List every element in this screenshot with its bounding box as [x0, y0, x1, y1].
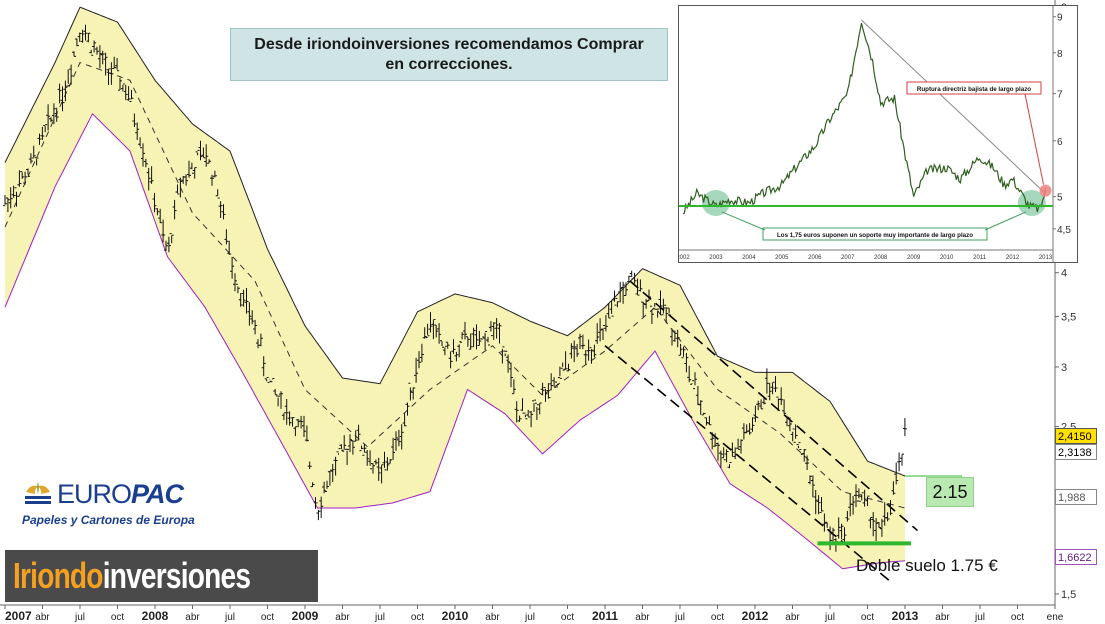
inset-breakout-arrow: [1024, 93, 1044, 185]
x-tick-label: 2008: [142, 609, 169, 623]
inset-x-tick-label: 2010: [940, 255, 954, 261]
x-tick-label: jul: [674, 612, 685, 623]
logo-pac: PAC: [131, 479, 184, 509]
bearish-trendline-1: [629, 280, 919, 532]
europac-logo: EUROPAC Papeles y Cartones de Europa: [22, 478, 222, 530]
recommendation-callout: Desde iriondoinversiones recomendamos Co…: [230, 28, 668, 81]
x-tick-label: jul: [224, 612, 235, 623]
y-tick-label: 4: [1061, 268, 1067, 280]
inset-y-tick-label: 4,5: [1057, 225, 1071, 236]
inset-x-tick-label: 2005: [775, 255, 789, 261]
logo-tagline: Papeles y Cartones de Europa: [22, 513, 195, 527]
y-tick-label: 3,5: [1061, 311, 1076, 323]
x-tick-label: oct: [411, 612, 425, 623]
inset-y-tick-label: 7: [1057, 90, 1063, 101]
y-tick-label: 1,5: [1061, 589, 1076, 601]
x-tick-label: jul: [74, 612, 85, 623]
level-layer: [817, 475, 962, 546]
inset-breakout-annotation: Ruptura directriz bajista de largo plazo: [906, 81, 1044, 185]
inset-y-tick-label: 5: [1057, 193, 1063, 204]
inset-x-tick-label: 2004: [742, 255, 756, 261]
logo-euro: EURO: [57, 479, 132, 509]
x-tick-label: 2009: [292, 609, 319, 623]
inset-x-tick-label: 2013: [1039, 255, 1053, 261]
inset-bearish-trendline: [861, 19, 1046, 194]
europac-wordmark: EUROPAC: [57, 478, 184, 510]
x-tick-label: abr: [635, 612, 650, 623]
inset-x-tick-label: 2002: [679, 255, 690, 261]
inset-x-tick-label: 2008: [874, 255, 888, 261]
inset-x-tick-label: 2006: [808, 255, 822, 261]
last-price-tag: 2,4150: [1055, 428, 1097, 444]
inset-price-line: [682, 22, 1047, 215]
inset-x-tick-label: 2009: [907, 255, 921, 261]
inset-breakout-text: Ruptura directriz bajista de largo plazo: [917, 86, 1031, 93]
brand-wordmark: Iriondoinversiones: [13, 554, 251, 598]
brand-iriondo: Iriondo: [13, 555, 103, 596]
lower-band-line: [4, 112, 906, 570]
price-layer: [3, 24, 907, 552]
y-tick-label: 3: [1061, 362, 1067, 374]
band-fill: [5, 7, 905, 569]
x-tick-label: 2010: [442, 609, 469, 623]
x-tick-label: abr: [185, 612, 200, 623]
inset-x-tick-label: 2003: [709, 255, 723, 261]
x-tick-label: 2007: [5, 609, 32, 623]
inset-y-tick-label: 9: [1057, 13, 1063, 24]
x-tick-label: abr: [785, 612, 800, 623]
x-tick-label: jul: [824, 612, 835, 623]
inset-x-tick-label: 2011: [973, 255, 987, 261]
long-term-inset-chart: 4,5 5 6 7 8 9 2002 2003 2004 2005 2006 2007 2008 2009…: [678, 5, 1078, 263]
inset-breakout-marker: [1039, 184, 1052, 197]
inset-chart-svg: 4,5 5 6 7 8 9 2002 2003 2004 2005 2006 2007 2008 2009…: [679, 6, 1071, 262]
upper-band-tag: 1,988: [1055, 489, 1097, 505]
price-bars: [3, 24, 907, 552]
iriondoinversiones-banner: Iriondoinversiones: [5, 550, 318, 602]
x-tick-label: abr: [335, 612, 350, 623]
inset-x-tick-label: 2007: [841, 255, 855, 261]
x-tick-label: oct: [261, 612, 275, 623]
x-tick-label: ene: [1047, 612, 1064, 623]
inset-support-text: Los 1,75 euros suponen un soporte muy im…: [777, 232, 973, 239]
europac-logo-icon: [25, 482, 51, 504]
inset-x-tick-label: 2012: [1006, 255, 1020, 261]
axis-layer: 1,522,533,544,5567892007abrjuloct2008abr…: [0, 0, 1076, 623]
x-tick-label: 2013: [892, 609, 919, 623]
x-tick-label: oct: [111, 612, 125, 623]
upper-band-line: [4, 6, 906, 477]
x-tick-label: oct: [711, 612, 725, 623]
lower-band-tag: 1,6622: [1055, 549, 1097, 565]
callout-line-2: en correcciones.: [385, 56, 513, 73]
x-tick-label: jul: [374, 612, 385, 623]
x-tick-label: oct: [861, 612, 875, 623]
inset-support-arrow-left: [721, 211, 766, 231]
x-tick-label: jul: [524, 612, 535, 623]
resistance-level-box: 2.15: [926, 477, 974, 507]
inset-support-annotation: Los 1,75 euros suponen un soporte muy im…: [721, 211, 1026, 241]
x-tick-label: abr: [935, 612, 950, 623]
x-tick-label: abr: [35, 612, 50, 623]
x-tick-label: 2012: [742, 609, 769, 623]
inset-support-arrow-right: [984, 211, 1026, 231]
double-bottom-label: Doble suelo 1.75 €: [856, 556, 998, 575]
x-tick-label: abr: [485, 612, 500, 623]
x-tick-label: oct: [561, 612, 575, 623]
middle-band-tag: 2,3138: [1055, 444, 1097, 460]
inset-breakout-box: [906, 81, 1042, 95]
inset-support-box: [762, 227, 988, 241]
inset-y-tick-label: 6: [1057, 137, 1063, 148]
callout-line-1: Desde iriondoinversiones recomendamos Co…: [254, 36, 644, 53]
x-tick-label: oct: [1011, 612, 1025, 623]
x-tick-label: 2011: [592, 609, 618, 623]
x-tick-label: jul: [974, 612, 985, 623]
brand-inversiones: inversiones: [102, 555, 251, 596]
inset-y-tick-label: 8: [1057, 49, 1063, 60]
